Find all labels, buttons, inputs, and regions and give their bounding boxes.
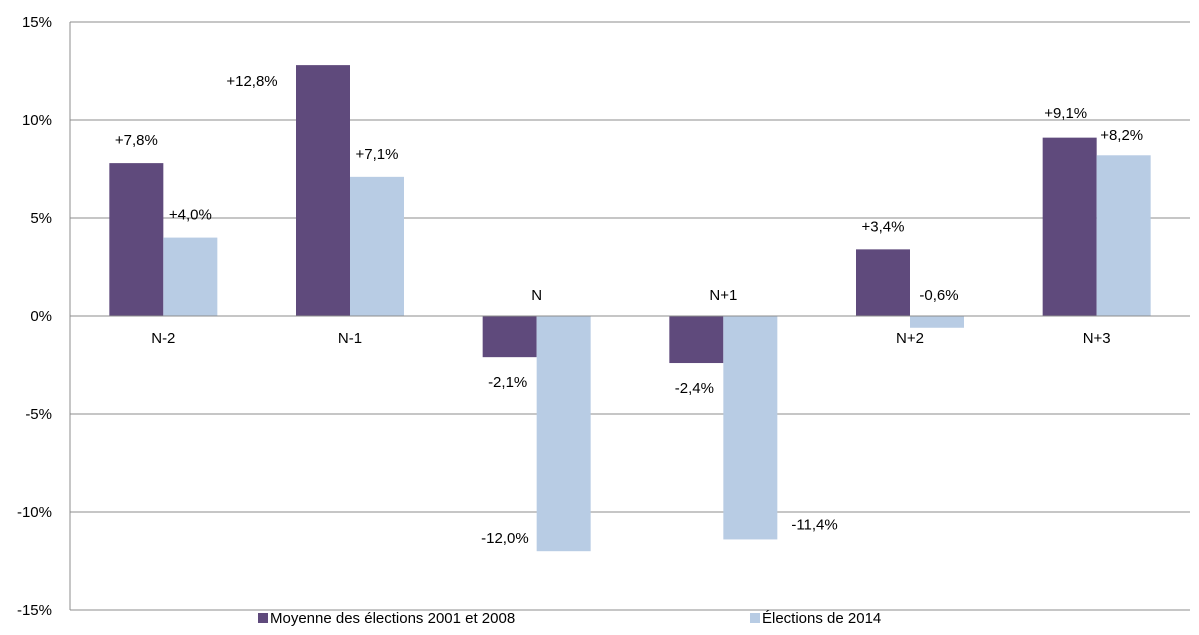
data-label-series-1-N-1: +12,8% (226, 73, 277, 90)
bar-series-1-N-2 (109, 163, 164, 316)
legend-label-series-1: Moyenne des élections 2001 et 2008 (270, 610, 515, 627)
bar-series-2-N+3 (1096, 155, 1151, 316)
bar-series-1-N+3 (1042, 137, 1097, 316)
data-label-series-2-N: -12,0% (481, 530, 529, 547)
category-labels: N-2 N-1 N N+1 N+2 N+3 (151, 287, 1110, 347)
y-axis-tick-labels: 15% 10% 5% 0% -5% -10% -15% (17, 14, 52, 619)
y-tick-label: 0% (30, 308, 52, 325)
category-label-N-2: N-2 (151, 330, 175, 347)
y-tick-label: -10% (17, 504, 52, 521)
category-label-N+3: N+3 (1083, 330, 1111, 347)
bar-series-1-N+1 (669, 316, 724, 364)
bar-series-2-N-2 (163, 237, 218, 316)
bar-series-1-N+2 (856, 249, 910, 316)
category-label-N+1: N+1 (709, 287, 737, 304)
data-label-series-2-N+1: -11,4% (791, 516, 837, 533)
legend-label-series-2: Élections de 2014 (762, 610, 881, 627)
bar-series-2-N+1 (723, 316, 778, 540)
bars (109, 65, 1151, 552)
y-tick-label: -15% (17, 602, 52, 619)
y-tick-label: -5% (25, 406, 52, 423)
data-label-series-1-N+1: -2,4% (675, 380, 714, 397)
data-label-series-2-N+3: +8,2% (1100, 127, 1143, 144)
y-tick-label: 10% (22, 112, 52, 129)
category-label-N+2: N+2 (896, 330, 924, 347)
bar-series-1-N-1 (296, 65, 350, 317)
legend: Moyenne des élections 2001 et 2008 Électi… (258, 610, 881, 627)
legend-swatch-series-1 (258, 613, 268, 623)
data-label-series-1-N-2: +7,8% (115, 132, 158, 149)
y-tick-label: 5% (30, 210, 52, 227)
category-label-N: N (531, 287, 542, 304)
bar-series-2-N-1 (350, 176, 404, 316)
bar-series-2-N (536, 316, 591, 552)
data-label-series-1-N+2: +3,4% (862, 218, 905, 235)
bar-series-1-N (482, 316, 537, 358)
data-label-series-2-N-1: +7,1% (356, 146, 399, 163)
y-tick-label: 15% (22, 14, 52, 31)
data-label-series-2-N-2: +4,0% (169, 207, 212, 224)
data-label-series-2-N+2: -0,6% (919, 287, 958, 304)
data-label-series-1-N+3: +9,1% (1044, 105, 1087, 122)
category-label-N-1: N-1 (338, 330, 362, 347)
legend-swatch-series-2 (750, 613, 760, 623)
data-labels: +7,8% +4,0% +12,8% +7,1% -2,1% -12,0% -2,4% -11… (115, 73, 1143, 547)
bar-series-2-N+2 (910, 316, 964, 328)
data-label-series-1-N: -2,1% (488, 374, 527, 391)
axes (69, 22, 1190, 610)
